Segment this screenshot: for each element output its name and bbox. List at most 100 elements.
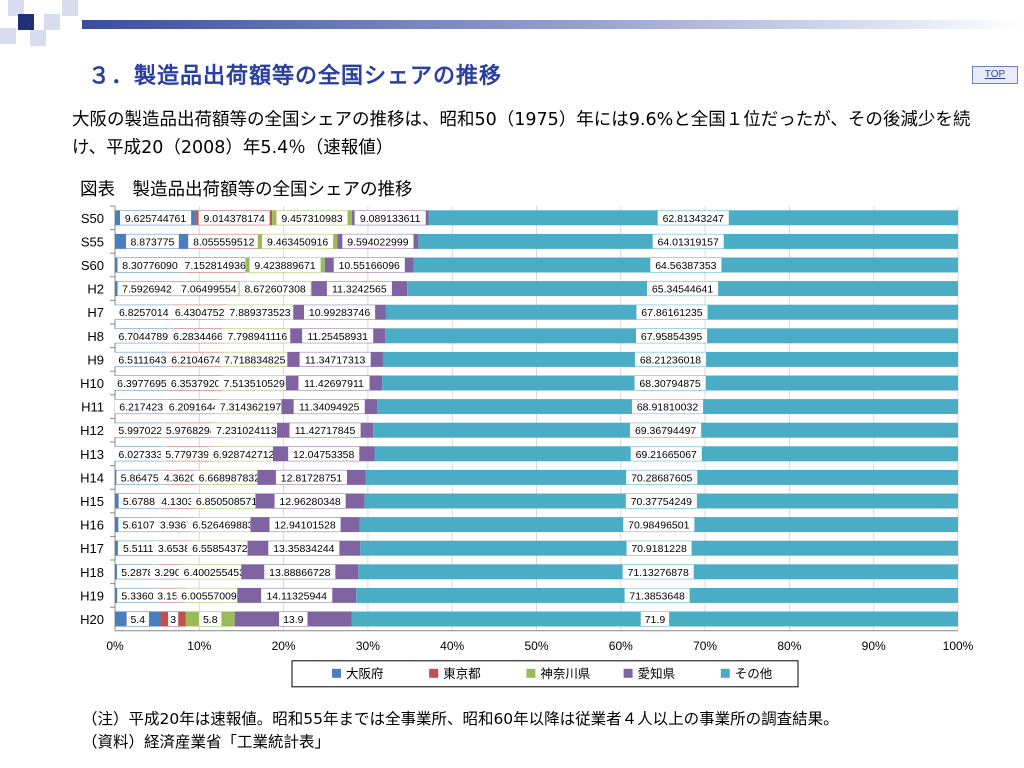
legend-label: 大阪府 (346, 666, 384, 681)
data-label: 7.152814936 (185, 260, 246, 272)
x-tick-label: 20% (272, 639, 296, 653)
data-label: 3.65388 (158, 543, 196, 555)
data-label: 8.873775 (131, 236, 175, 248)
data-label-background (302, 328, 374, 343)
data-label: 64.56387353 (655, 260, 716, 272)
data-label-background (161, 423, 221, 438)
data-label: 4.13030 (161, 496, 199, 508)
data-label-background (239, 281, 311, 296)
x-tick-label: 90% (862, 639, 886, 653)
data-label: 11.3242565 (332, 284, 387, 296)
data-label: 7.513510529 (224, 378, 285, 390)
data-label-background (636, 328, 708, 343)
data-label: 5.9768294 (166, 425, 216, 437)
data-label-background (218, 376, 290, 390)
data-label-background (634, 352, 707, 367)
data-label: 8.672607308 (244, 284, 305, 296)
data-label-background (298, 376, 370, 390)
data-label: 3 (170, 614, 176, 626)
data-label-background (187, 517, 259, 532)
x-tick-label: 80% (777, 639, 801, 653)
x-tick-label: 100% (943, 639, 974, 653)
data-label: 6.526469883 (192, 520, 253, 532)
data-label-background (117, 258, 183, 272)
category-label: S55 (81, 234, 104, 249)
description-text: 大阪の製造品出荷額等の全国シェアの推移は、昭和50（1975）年には9.6%と全… (72, 110, 971, 158)
category-label: H17 (80, 541, 104, 556)
data-label: 6.2104674 (171, 354, 221, 366)
x-tick-label: 30% (356, 639, 380, 653)
data-label: 6.217423 (119, 402, 163, 414)
data-label-background (168, 328, 228, 343)
data-label: 71.3853648 (629, 590, 685, 602)
data-label-background (208, 446, 280, 461)
data-label: 12.96280348 (279, 496, 340, 508)
data-label-background (118, 494, 160, 508)
x-tick-label: 40% (440, 639, 464, 653)
data-label-background (630, 423, 702, 438)
data-label-background (279, 612, 308, 626)
legend-swatch (526, 668, 536, 678)
data-label: 5.7797397 (165, 449, 215, 461)
data-label-background (114, 399, 168, 414)
data-label-background (116, 470, 164, 485)
data-label-background (170, 305, 230, 320)
legend-swatch (332, 668, 341, 678)
data-label-background (268, 541, 340, 556)
data-label: 12.81728751 (281, 472, 342, 484)
data-label-background (178, 564, 250, 579)
data-label-background (191, 494, 263, 508)
stacked-bar-chart: 0% 10% 20% 30% 40% 50% 60% 70% 80% 90% 100% S50 9.62… (80, 205, 974, 688)
data-label: 11.42717845 (295, 425, 356, 437)
data-label-background (640, 612, 670, 626)
data-label-background (117, 541, 159, 556)
data-label-background (657, 210, 729, 225)
data-label-background (179, 258, 251, 272)
data-label: 6.005570095 (181, 590, 242, 602)
data-label-background (652, 234, 724, 249)
category-label: H16 (80, 518, 104, 533)
category-label: H12 (80, 423, 104, 438)
data-label-background (261, 588, 333, 603)
data-label: 7.798941116 (227, 331, 287, 343)
data-label: 6.2834466 (173, 331, 223, 343)
data-label-background (221, 328, 293, 343)
data-label-background (326, 281, 392, 296)
chart-caption: 図表 製造品出荷額等の全国シェアの推移 (80, 180, 413, 200)
footnote-source: （資料）経済産業省「工業統計表」 (82, 733, 331, 751)
data-label: 11.34094925 (299, 402, 360, 414)
data-label: 6.8257014 (119, 307, 169, 319)
data-label: 71.13276878 (628, 567, 689, 579)
data-label: 14.11325944 (266, 590, 327, 602)
data-label-background (176, 588, 248, 603)
data-label: 9.463450916 (267, 236, 328, 248)
top-link[interactable]: TOP (972, 66, 1018, 84)
data-label: 13.88866728 (269, 567, 330, 579)
footnotes: （注）平成20年は速報値。昭和55年までは全事業所、昭和60年以降は従業者４人以… (82, 708, 839, 754)
x-tick-label: 0% (106, 639, 124, 653)
x-tick-label: 50% (524, 639, 548, 653)
page-title: ３．製造品出荷額等の全国シェアの推移 (88, 64, 503, 89)
data-label-background (274, 494, 346, 508)
data-label: 6.2091644 (169, 402, 219, 414)
data-label-background (160, 446, 220, 461)
data-label: 7.5926942 (122, 284, 172, 296)
legend-swatch (623, 668, 633, 678)
data-label-background (269, 517, 341, 532)
data-label: 12.94101528 (274, 520, 335, 532)
data-label: 70.98496501 (628, 520, 689, 532)
data-label: 11.25458931 (307, 331, 368, 343)
data-label-background (333, 258, 405, 272)
data-label: 70.28687605 (631, 472, 692, 484)
category-label: H15 (80, 494, 104, 509)
data-label-background (630, 446, 702, 461)
data-label-background (354, 210, 426, 225)
data-label: 7.231024113 (216, 425, 277, 437)
data-label-background (198, 210, 270, 225)
data-label: 67.95854395 (641, 331, 702, 343)
data-label: 68.91810032 (637, 402, 698, 414)
data-label: 6.5111643 (118, 354, 166, 366)
category-label: H10 (80, 376, 104, 391)
data-label: 9.089133611 (360, 213, 421, 225)
data-label: 9.457310983 (281, 213, 342, 225)
